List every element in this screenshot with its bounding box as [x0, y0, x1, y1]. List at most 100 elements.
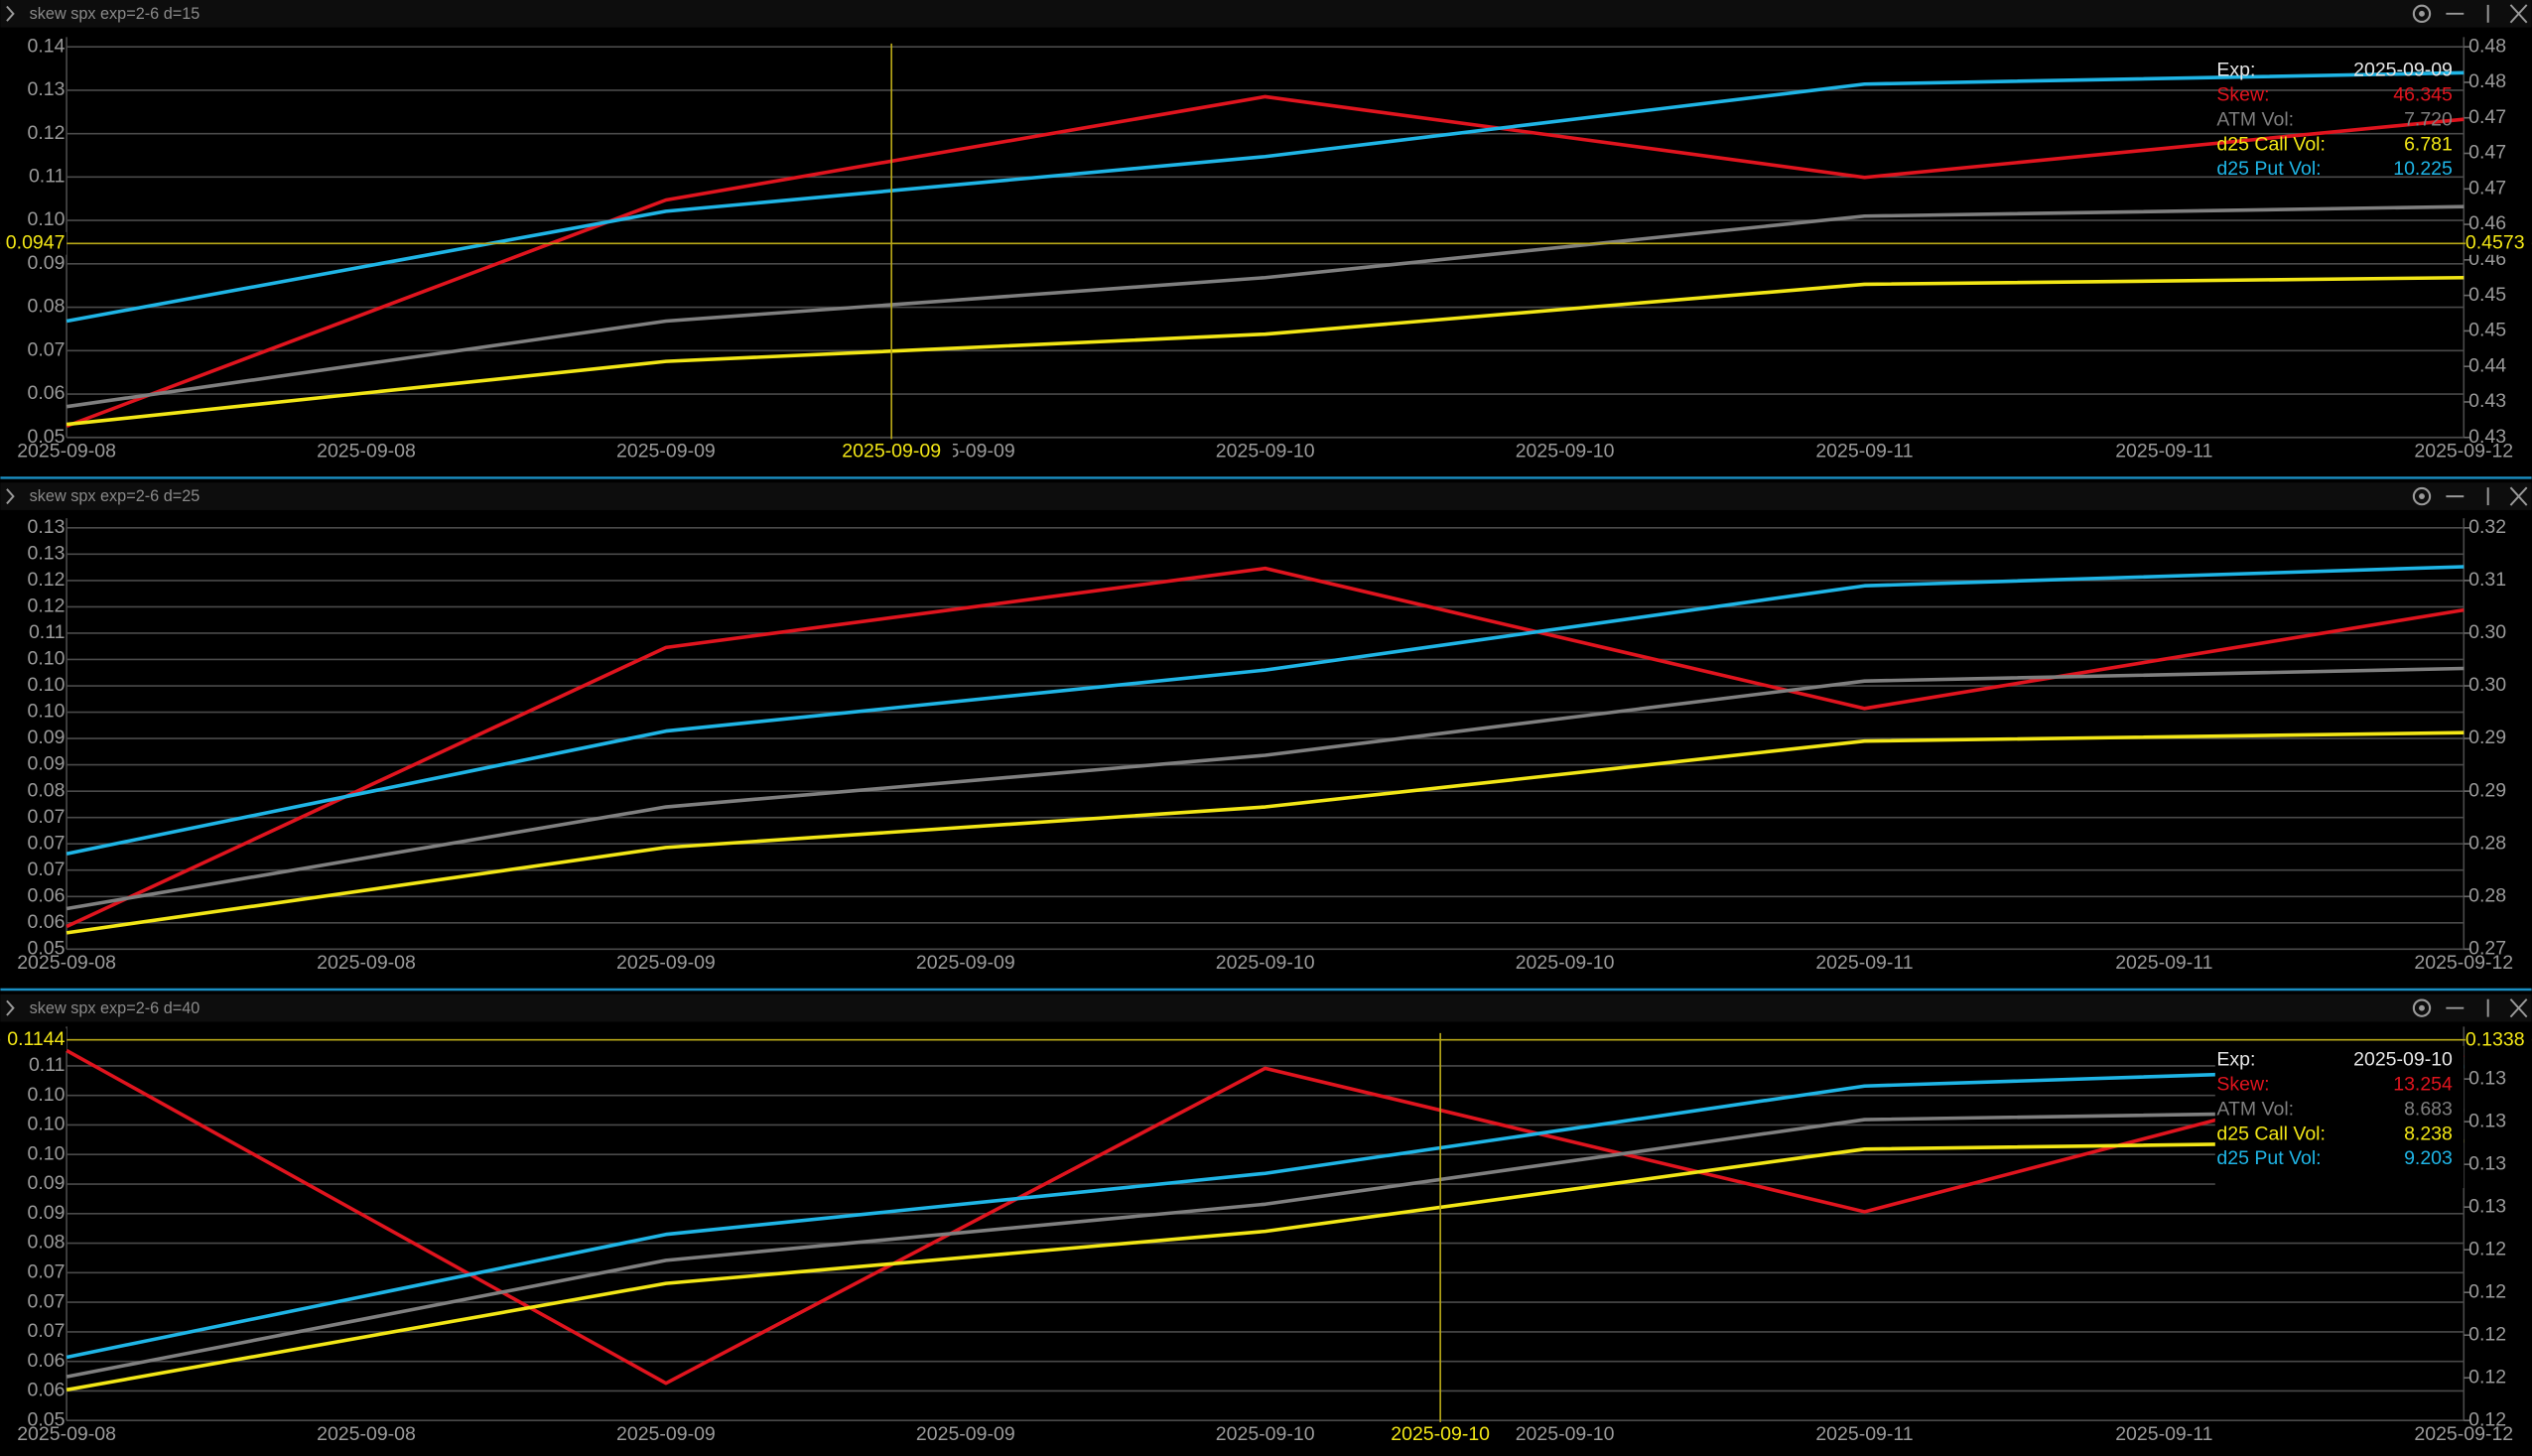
x-tick-label: 2025-09-08 — [17, 952, 116, 974]
title-bar — [0, 0, 2532, 28]
cursor-y-label-bg — [0, 231, 67, 255]
y2-tick-label: 0.12 — [2468, 1323, 2506, 1345]
title-bar — [0, 993, 2532, 1022]
x-tick-label: 2025-09-09 — [916, 1423, 1015, 1445]
x-tick-label: 2025-09-10 — [1516, 441, 1615, 463]
y2-tick-label: 0.13 — [2468, 1067, 2506, 1089]
y2-tick-label: 0.28 — [2468, 884, 2506, 906]
collapse-chevron[interactable] — [6, 999, 15, 1016]
y-tick-label: 0.10 — [28, 1084, 66, 1106]
y2-tick-label: 0.45 — [2468, 284, 2506, 306]
x-tick-label: 2025-09-11 — [1815, 1423, 1913, 1445]
y2-tick-label: 0.45 — [2468, 320, 2506, 341]
y2-tick-label: 0.47 — [2468, 177, 2506, 199]
y-tick-label: 0.07 — [28, 859, 66, 880]
y-tick-label: 0.05 — [28, 426, 66, 448]
y2-tick-label: 0.47 — [2468, 142, 2506, 164]
x-tick-label: 2025-09-09 — [916, 952, 1015, 974]
y2-tick-label: 0.12 — [2468, 1366, 2506, 1388]
series-line — [66, 275, 2465, 427]
settings-icon-core — [2419, 10, 2425, 17]
close-icon[interactable] — [2509, 486, 2528, 506]
series-line — [66, 730, 2465, 935]
cursor-y-label-bg — [0, 1028, 67, 1052]
cursor-x-label: 2025-09-10 — [1391, 1423, 1490, 1445]
y2-tick-label: 0.48 — [2468, 70, 2506, 92]
series-line — [66, 666, 2465, 911]
y-tick-label: 0.09 — [28, 727, 66, 748]
readout-value: 8.683 — [2404, 1098, 2453, 1120]
readout-value: 2025-09-10 — [2353, 1049, 2453, 1071]
x-tick-label: 2025-09-08 — [17, 441, 116, 463]
x-tick-label: 2025-09-11 — [2115, 441, 2212, 463]
panel-title: skew spx exp=2-6 d=15 — [30, 5, 200, 23]
y-tick-label: 0.05 — [28, 937, 66, 959]
x-tick-label: 2025-09-11 — [2115, 1423, 2212, 1445]
x-tick-label: 2025-09-08 — [17, 1423, 116, 1445]
cursor-x-label: 2025-09-09 — [842, 441, 941, 463]
panel-title: skew spx exp=2-6 d=25 — [30, 487, 200, 505]
x-tick-label: 2025-09-10 — [1216, 1423, 1315, 1445]
y-tick-label: 0.11 — [29, 166, 66, 188]
readout-label: d25 Put Vol: — [2216, 1147, 2321, 1169]
readout-value: 7.720 — [2404, 108, 2453, 130]
y2-tick-label: 0.13 — [2468, 1195, 2506, 1217]
y2-tick-label: 0.43 — [2468, 390, 2506, 412]
y2-tick-label: 0.12 — [2468, 1238, 2506, 1259]
x-tick-label: 2025-09-11 — [1815, 441, 1913, 463]
y2-tick-label: 0.46 — [2468, 212, 2506, 234]
y-tick-label: 0.08 — [28, 1232, 66, 1254]
readout-value: 10.225 — [2393, 158, 2453, 180]
x-tick-label: 2025-09-08 — [317, 1423, 416, 1445]
settings-icon[interactable] — [2412, 998, 2432, 1017]
y-tick-label: 0.10 — [28, 701, 66, 723]
series-line — [66, 204, 2465, 409]
close-icon[interactable] — [2509, 4, 2528, 24]
y-tick-label: 0.06 — [28, 1350, 66, 1372]
readout-value: 46.345 — [2393, 84, 2453, 106]
y-tick-label: 0.07 — [28, 1260, 66, 1282]
cursor-x-label-bg — [830, 439, 953, 465]
readout-label: d25 Call Vol: — [2216, 1123, 2326, 1144]
x-tick-label: 2025-09-12 — [2414, 441, 2513, 463]
readout-label: d25 Call Vol: — [2216, 133, 2326, 155]
y-tick-label: 0.07 — [28, 806, 66, 828]
y-tick-label: 0.07 — [28, 338, 66, 360]
series-line — [66, 565, 2465, 856]
y-tick-label: 0.05 — [28, 1408, 66, 1430]
settings-icon[interactable] — [2412, 486, 2432, 506]
y2-tick-label: 0.13 — [2468, 1152, 2506, 1174]
series-line — [66, 1108, 2465, 1379]
y-tick-label: 0.10 — [28, 648, 66, 670]
y-tick-label: 0.12 — [28, 569, 66, 591]
y-tick-label: 0.06 — [28, 884, 66, 906]
y-tick-label: 0.13 — [28, 78, 66, 100]
close-icon[interactable] — [2509, 998, 2528, 1018]
y-tick-label: 0.07 — [28, 1290, 66, 1312]
y2-tick-label: 0.29 — [2468, 779, 2506, 801]
x-tick-label: 2025-09-12 — [2414, 952, 2513, 974]
settings-icon[interactable] — [2412, 4, 2432, 24]
collapse-chevron[interactable] — [6, 5, 15, 22]
cursor-y-label: 0.1144 — [7, 1028, 65, 1050]
y2-tick-label: 0.43 — [2468, 426, 2506, 448]
x-tick-label: 2025-09-09 — [616, 952, 716, 974]
y-tick-label: 0.12 — [28, 122, 66, 144]
panel-title: skew spx exp=2-6 d=40 — [30, 999, 200, 1017]
y-tick-label: 0.09 — [28, 1202, 66, 1224]
y-tick-label: 0.13 — [28, 516, 66, 538]
y-tick-label: 0.10 — [28, 1114, 66, 1135]
cursor-y-label: 0.0947 — [6, 231, 66, 253]
cursor-y2-label-bg — [2465, 232, 2532, 255]
cursor-y2-label-bg — [2465, 1029, 2532, 1052]
readout-label: ATM Vol: — [2216, 1098, 2294, 1120]
settings-icon-core — [2419, 1004, 2425, 1011]
y2-tick-label: 0.31 — [2468, 569, 2506, 591]
y-tick-label: 0.06 — [28, 911, 66, 933]
x-tick-label: 2025-09-10 — [1516, 952, 1615, 974]
x-tick-label: 2025-09-08 — [317, 952, 416, 974]
collapse-chevron[interactable] — [6, 488, 15, 505]
y-tick-label: 0.10 — [28, 674, 66, 696]
